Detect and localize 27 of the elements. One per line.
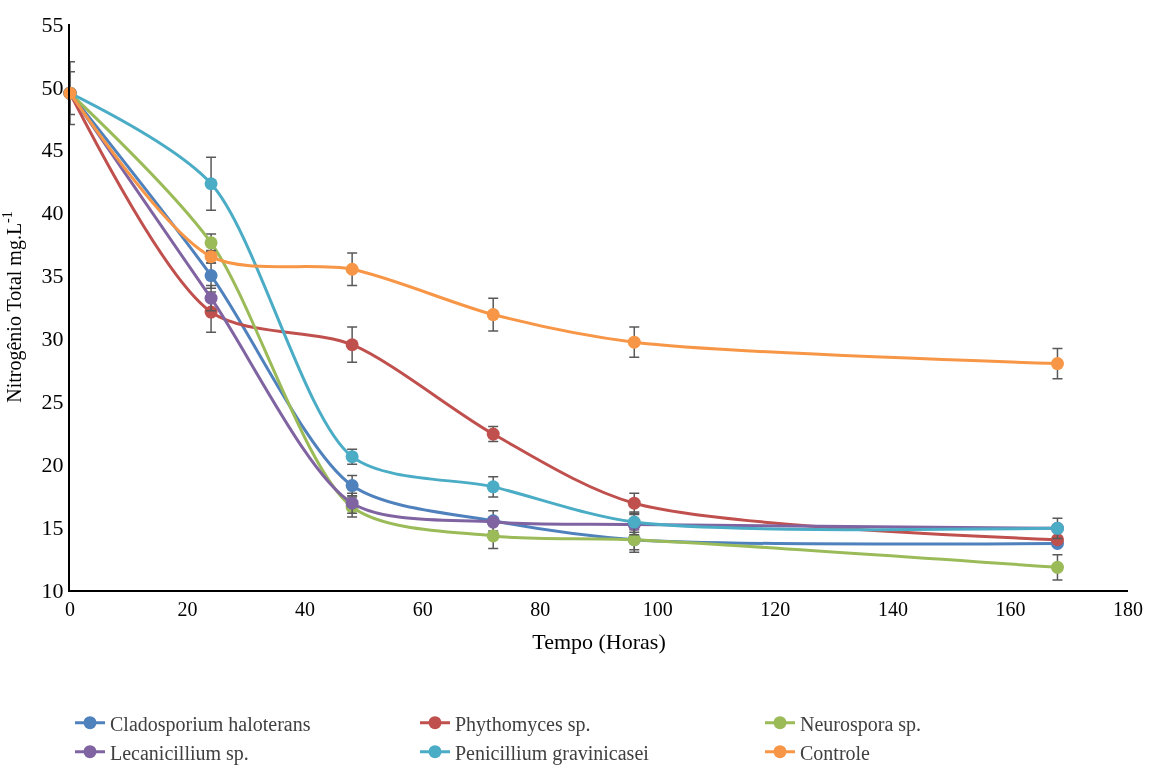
x-tick-label: 160 [995, 598, 1026, 620]
x-tick-label: 100 [642, 598, 673, 620]
y-tick-label: 45 [41, 137, 64, 163]
y-tick-label: 25 [41, 389, 64, 415]
legend-label: Cladosporium haloterans [110, 712, 311, 736]
legend-label: Phythomyces sp. [455, 712, 591, 736]
x-tick-label: 120 [760, 598, 791, 620]
x-tick-label: 80 [530, 598, 551, 620]
y-tick-label: 55 [41, 11, 64, 37]
y-tick-label: 35 [41, 263, 64, 289]
x-tick-label: 20 [177, 598, 198, 620]
x-tick-label: 60 [412, 598, 433, 620]
legend-label: Neurospora sp. [800, 712, 922, 736]
legend-label: Lecanicillium sp. [110, 741, 249, 765]
y-tick-label: 30 [41, 326, 64, 352]
x-tick-label: 0 [65, 598, 75, 620]
y-tick-label: 20 [41, 451, 64, 477]
y-tick-label: 10 [41, 577, 64, 603]
x-axis-title: Tempo (Horas) [532, 629, 666, 655]
x-tick-label: 140 [877, 598, 908, 620]
legend-label: Controle [800, 741, 871, 764]
legend-label: Penicillium gravinicasei [455, 741, 650, 765]
x-tick-label: 180 [1113, 598, 1143, 620]
y-tick-label: 15 [41, 514, 64, 540]
y-tick-label: 40 [41, 200, 64, 226]
y-tick-label: 50 [41, 74, 64, 100]
x-tick-label: 40 [295, 598, 316, 620]
